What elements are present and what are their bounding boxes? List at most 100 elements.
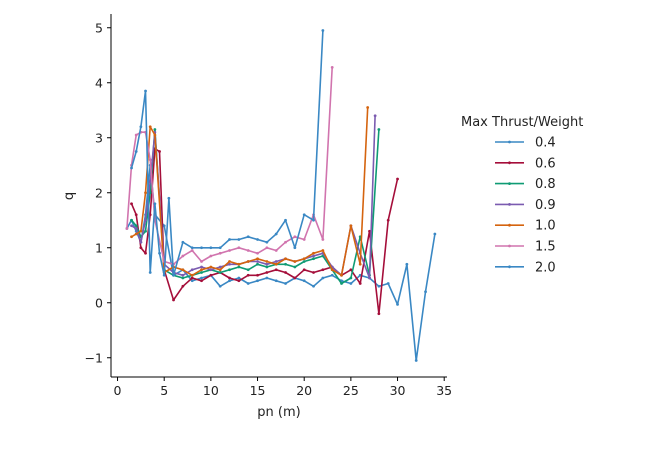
series-6-point-7 — [162, 273, 166, 277]
series-2-point-1 — [134, 224, 138, 228]
y-tick-label-3: 2 — [95, 185, 103, 200]
series-4-point-4 — [148, 125, 152, 129]
series-4-point-17 — [265, 260, 269, 263]
series-4-point-25 — [340, 273, 343, 277]
x-tick-label-5: 25 — [343, 383, 359, 398]
series-3-point-11 — [209, 268, 213, 272]
series-1-point-19 — [274, 268, 278, 272]
legend-marker-1 — [508, 161, 511, 165]
x-tick-label-7: 35 — [436, 383, 452, 398]
legend-label-3: 0.9 — [535, 198, 556, 213]
series-5-point-21 — [293, 235, 297, 239]
series-5-point-12 — [209, 254, 213, 258]
series-4-point-20 — [293, 260, 297, 263]
series-6-point-23 — [302, 213, 306, 217]
legend: Max Thrust/Weight 0.4 0.6 0.8 0.9 1.0 1.5 2.0 — [461, 115, 583, 275]
series-2-point-21 — [302, 260, 306, 263]
series-6-point-25 — [321, 29, 325, 32]
x-tick-label-1: 5 — [160, 383, 168, 398]
series-1-point-0 — [130, 202, 133, 206]
y-tick-label-5: 4 — [95, 75, 103, 90]
series-5-point-20 — [284, 240, 287, 244]
legend-marker-2 — [508, 182, 511, 186]
series-0-point-18 — [265, 276, 269, 280]
series-6-point-8 — [167, 196, 171, 200]
series-1-point-18 — [265, 271, 269, 274]
series-4-point-2 — [139, 229, 143, 233]
series-3-point-0 — [130, 224, 133, 228]
series-2-point-15 — [246, 268, 250, 272]
y-tick-label-6: 5 — [95, 20, 103, 35]
x-tick-label-2: 10 — [203, 383, 219, 398]
y-tick-label-4: 3 — [95, 130, 103, 145]
series-1-point-16 — [246, 273, 250, 277]
series-0-point-24 — [321, 276, 325, 280]
series-4-point-11 — [209, 265, 213, 269]
series-line-6 — [130, 30, 324, 277]
series-0-point-17 — [256, 279, 259, 283]
series-5-point-10 — [190, 249, 194, 252]
series-1-point-3 — [144, 251, 147, 255]
y-ticks: −1 0 1 2 3 4 5 — [85, 20, 111, 365]
series-2-point-19 — [284, 262, 287, 266]
series-3-point-9 — [190, 268, 194, 272]
series-3-point-3 — [144, 218, 147, 222]
series-2-point-12 — [218, 271, 222, 274]
series-4-point-13 — [228, 260, 231, 263]
series-5-point-9 — [181, 254, 185, 258]
series-0-point-16 — [246, 282, 250, 285]
series-4-point-26 — [349, 224, 353, 228]
series-0-point-35 — [424, 290, 427, 294]
series-4-point-3 — [144, 191, 147, 195]
series-6-point-14 — [218, 246, 222, 250]
series-4-point-28 — [366, 106, 370, 109]
x-tick-label-3: 15 — [250, 383, 266, 398]
series-3-point-10 — [200, 265, 203, 269]
series-5-point-18 — [265, 246, 269, 250]
series-6-point-3 — [144, 89, 147, 93]
series-1-point-29 — [368, 229, 371, 233]
series-0-point-23 — [312, 284, 315, 288]
series-6-point-24 — [312, 218, 315, 222]
series-1-point-10 — [190, 276, 194, 280]
series-1-point-27 — [349, 268, 353, 272]
series-1-point-12 — [209, 273, 213, 277]
series-6-point-16 — [237, 238, 241, 241]
series-3-point-2 — [139, 240, 143, 244]
series-4-point-1 — [134, 232, 138, 236]
series-6-point-4 — [148, 271, 152, 274]
series-0-point-22 — [302, 279, 306, 283]
series-0-point-25 — [330, 273, 334, 277]
series-3-point-28 — [368, 276, 371, 280]
series-6-point-9 — [172, 273, 175, 277]
x-tick-label-0: 0 — [114, 383, 122, 398]
series-5-point-11 — [200, 260, 203, 263]
legend-label-0: 0.4 — [535, 136, 556, 151]
x-axis-label: pn (m) — [257, 405, 300, 420]
series-2-point-16 — [256, 262, 259, 266]
series-5-point-0 — [125, 227, 129, 230]
series-6-point-20 — [274, 232, 278, 236]
series-5-point-22 — [302, 238, 306, 241]
series-3-point-13 — [228, 262, 231, 266]
series-6-point-2 — [139, 125, 143, 129]
series-2-point-26 — [349, 276, 353, 280]
series-0-point-15 — [237, 276, 241, 280]
series-2-point-22 — [312, 257, 315, 261]
series-1-point-11 — [200, 279, 203, 283]
series-2-point-14 — [237, 265, 241, 269]
series-5-point-19 — [274, 249, 278, 252]
series-1-point-28 — [358, 282, 362, 285]
series-5-point-5 — [148, 158, 152, 162]
series-1-point-14 — [228, 276, 231, 280]
series-2-point-0 — [130, 218, 133, 222]
series-5-point-24 — [321, 238, 325, 241]
series-6-point-13 — [209, 246, 213, 250]
series-3-point-8 — [181, 273, 185, 277]
series-2-point-10 — [200, 271, 203, 274]
legend-label-4: 1.0 — [535, 219, 556, 234]
series-0-point-27 — [349, 282, 353, 285]
series-4-point-16 — [256, 257, 259, 261]
series-1-point-17 — [256, 273, 259, 277]
series-4-point-21 — [302, 257, 306, 261]
